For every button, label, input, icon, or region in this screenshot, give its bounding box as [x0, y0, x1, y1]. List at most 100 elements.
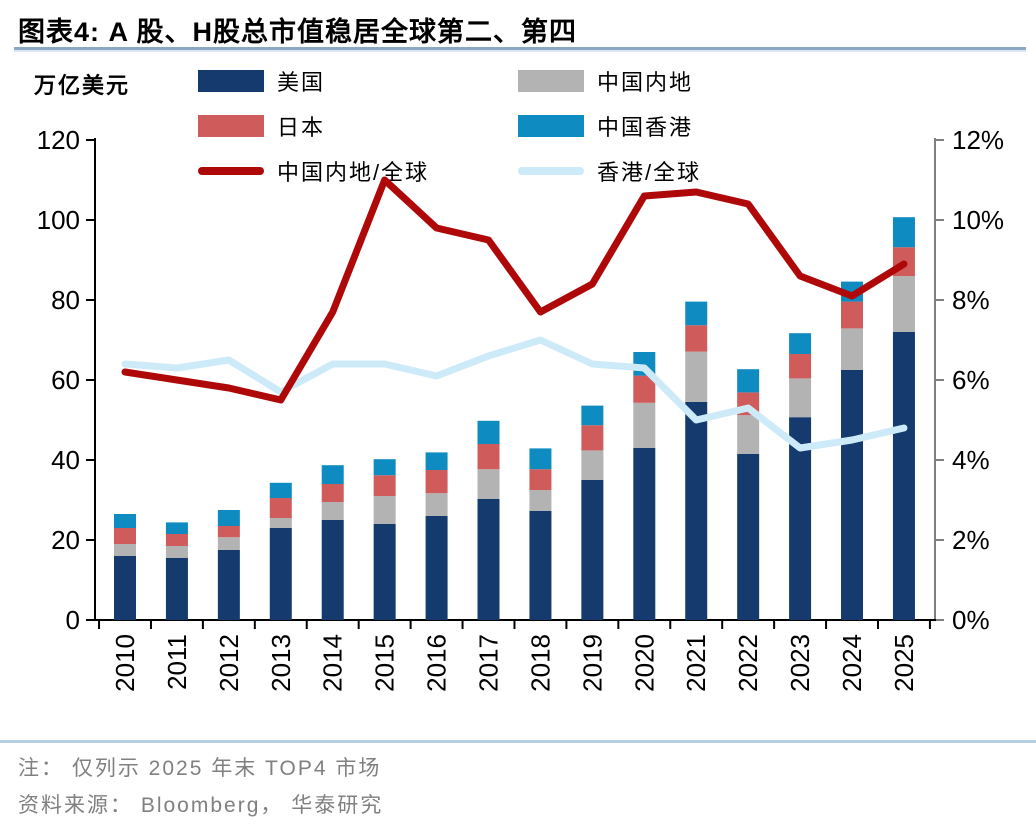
japan-series-swatch [198, 114, 264, 137]
x-axis-category-label: 2016 [422, 634, 452, 692]
bar-segment [114, 544, 136, 556]
left-axis-unit-label: 万亿美元 [34, 73, 131, 98]
hongkong-ratio-line-swatch [518, 166, 584, 175]
bar-segment [321, 520, 344, 620]
bar-segment [581, 425, 604, 451]
bar-segment [892, 332, 915, 620]
bar-segment [425, 470, 448, 494]
bar-segment [269, 528, 292, 620]
bar-segment [841, 301, 864, 329]
bar-segment [477, 420, 500, 444]
bar-segment [217, 537, 240, 550]
x-axis-category-label: 2014 [318, 634, 348, 692]
bar-segment [269, 498, 292, 518]
bar-segment [789, 354, 812, 379]
bar-segment [114, 514, 136, 528]
x-axis-category-label: 2023 [785, 634, 815, 692]
bar-segment [114, 556, 136, 620]
bar-segment [529, 448, 552, 470]
bar-segment [165, 534, 188, 546]
bar-segment [425, 516, 448, 620]
x-axis-category-label: 2022 [733, 634, 763, 692]
bar-segment [892, 276, 915, 332]
x-axis-category-label: 2013 [266, 634, 296, 692]
bar-segment [737, 369, 760, 393]
bar-segment [114, 528, 136, 544]
bar-segment [685, 351, 708, 402]
bar-segment [529, 469, 552, 490]
bar-segment [789, 417, 812, 620]
right-axis-tick-label: 4% [952, 445, 990, 475]
figure-title: 图表4: A 股、H股总市值稳居全球第二、第四 [18, 17, 578, 47]
bar-segment [425, 493, 448, 516]
legend-item-hongkong-ratio: 香港/全球 [518, 155, 838, 187]
bar-segment [477, 469, 500, 499]
footnote: 注： 仅列示 2025 年末 TOP4 市场 [18, 757, 382, 780]
footer-divider [0, 740, 1036, 743]
bar-segment [685, 402, 708, 620]
left-axis-tick-label: 80 [51, 285, 80, 315]
x-axis-category-label: 2015 [370, 634, 400, 692]
bar-segment [789, 333, 812, 354]
right-axis-tick-label: 12% [952, 125, 1004, 155]
mainland-ratio-line-swatch [198, 166, 264, 175]
bar-segment [633, 375, 656, 403]
legend-item-hongkong: 中国香港 [518, 110, 838, 142]
bar-segment [633, 402, 656, 448]
legend-row: 美国 中国内地 [198, 58, 838, 103]
hongkong-series-swatch [518, 114, 584, 137]
x-axis-category-label: 2012 [214, 634, 244, 692]
x-axis-category-label: 2025 [889, 634, 919, 692]
x-axis-category-label: 2019 [577, 634, 607, 692]
bar-segment [685, 325, 708, 352]
bar-segment [841, 328, 864, 370]
legend-label: 日本 [277, 114, 326, 140]
x-axis-category-label: 2017 [474, 634, 504, 692]
x-axis-category-label: 2020 [629, 634, 659, 692]
bar-segment [737, 415, 760, 454]
legend-label: 中国内地 [597, 69, 694, 95]
bar-segment [789, 378, 812, 418]
bar-segment [269, 482, 292, 498]
bar-segment [165, 522, 188, 534]
bar-segment [269, 518, 292, 528]
x-axis-category-label: 2010 [110, 634, 140, 692]
bar-segment [737, 454, 760, 620]
us-series-swatch [198, 69, 264, 92]
bar-segment [477, 498, 500, 620]
legend-item-mainland-ratio: 中国内地/全球 [198, 155, 518, 187]
bar-segment [373, 496, 396, 524]
right-axis-tick-label: 0% [952, 605, 990, 635]
ratio-line [121, 336, 908, 452]
ratio-line [121, 176, 908, 404]
right-axis-tick-label: 8% [952, 285, 990, 315]
legend-item-mainland: 中国内地 [518, 65, 838, 97]
bar-segment [373, 475, 396, 496]
bar-segment [373, 524, 396, 620]
bar-segment [165, 558, 188, 620]
bar-segment [841, 370, 864, 620]
legend-label: 中国香港 [597, 114, 694, 140]
bar-segment [892, 217, 915, 248]
x-axis-category-label: 2024 [837, 634, 867, 692]
left-axis-tick-label: 60 [51, 365, 80, 395]
legend-label: 中国内地/全球 [277, 159, 430, 185]
right-axis-tick-label: 2% [952, 525, 990, 555]
legend-label: 美国 [277, 69, 326, 95]
right-axis-tick-label: 6% [952, 365, 990, 395]
bar-segment [581, 405, 604, 426]
bar-segment [373, 459, 396, 476]
bar-segment [217, 550, 240, 620]
title-divider [14, 47, 1026, 52]
right-axis-tick-label: 10% [952, 205, 1004, 235]
bar-segment [529, 510, 552, 620]
left-axis-tick-label: 40 [51, 445, 80, 475]
legend-label: 香港/全球 [597, 159, 702, 185]
bar-segment [217, 526, 240, 538]
mainland-series-swatch [518, 69, 584, 92]
bar-segment [321, 502, 344, 520]
bar-segment [529, 490, 552, 511]
bar-segment [581, 480, 604, 620]
bar-segment [685, 301, 708, 326]
